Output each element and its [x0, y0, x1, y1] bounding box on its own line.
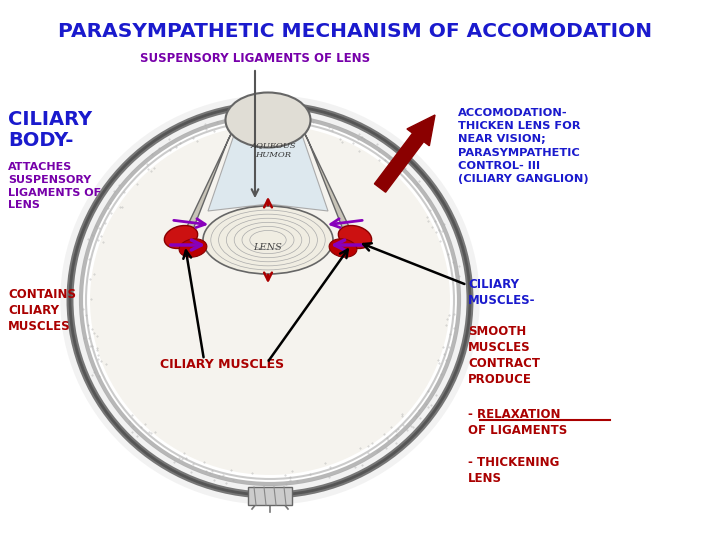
Ellipse shape: [329, 239, 357, 257]
Polygon shape: [208, 115, 328, 211]
Text: SMOOTH
MUSCLES
CONTRACT
PRODUCE: SMOOTH MUSCLES CONTRACT PRODUCE: [468, 325, 540, 386]
Text: SUSPENSORY LIGAMENTS OF LENS: SUSPENSORY LIGAMENTS OF LENS: [140, 51, 370, 64]
Ellipse shape: [225, 92, 310, 147]
Text: - RELAXATION
OF LIGAMENTS: - RELAXATION OF LIGAMENTS: [468, 408, 567, 437]
Text: AQUEOUS
HUMOR: AQUEOUS HUMOR: [250, 141, 296, 159]
Ellipse shape: [164, 226, 198, 248]
Polygon shape: [303, 130, 353, 255]
Text: ACCOMODATION-
THICKEN LENS FOR
NEAR VISION;
PARASYMPATHETIC
CONTROL- III
(CILIAR: ACCOMODATION- THICKEN LENS FOR NEAR VISI…: [458, 108, 589, 184]
Text: CILIARY
MUSCLES-: CILIARY MUSCLES-: [468, 278, 536, 307]
Ellipse shape: [179, 239, 207, 257]
Text: PARASYMPATHETIC MECHANISM OF ACCOMODATION: PARASYMPATHETIC MECHANISM OF ACCOMODATIO…: [58, 22, 652, 41]
Text: CILIARY MUSCLES: CILIARY MUSCLES: [160, 358, 284, 371]
Ellipse shape: [203, 206, 333, 274]
Text: CILIARY
BODY-: CILIARY BODY-: [8, 110, 92, 150]
Ellipse shape: [90, 125, 450, 475]
Bar: [248, 487, 292, 505]
Ellipse shape: [338, 226, 372, 248]
Text: - THICKENING
LENS: - THICKENING LENS: [468, 456, 559, 485]
Polygon shape: [183, 130, 233, 255]
Text: ATTACHES
SUSPENSORY
LIGAMENTS OF
LENS: ATTACHES SUSPENSORY LIGAMENTS OF LENS: [8, 162, 101, 211]
Text: CONTAINS
CILIARY
MUSCLES: CONTAINS CILIARY MUSCLES: [8, 288, 76, 333]
Text: LENS: LENS: [253, 244, 282, 253]
FancyArrow shape: [374, 115, 435, 192]
